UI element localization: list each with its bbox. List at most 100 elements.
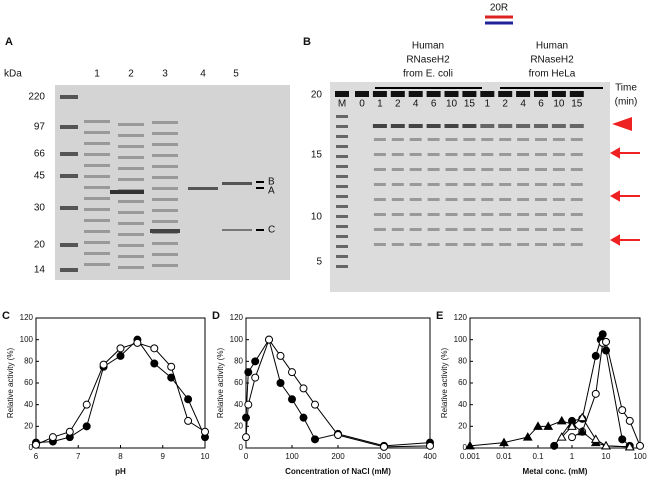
gel-band xyxy=(517,168,530,171)
point xyxy=(288,395,296,404)
gel-band xyxy=(552,153,565,156)
x-tick-label: 100 xyxy=(285,452,299,461)
marker-label: 30 xyxy=(34,203,46,214)
gel-band xyxy=(444,124,459,128)
gel-band xyxy=(118,233,144,236)
gel-band xyxy=(84,131,110,134)
gel-band xyxy=(84,252,110,255)
lane-label: 2 xyxy=(128,69,134,80)
gel-band xyxy=(409,138,422,141)
ladder-band xyxy=(60,206,78,210)
ladder-band xyxy=(60,152,78,156)
gel-band xyxy=(463,138,476,141)
y-tick-label: 120 xyxy=(454,313,468,322)
gel-band xyxy=(152,154,178,157)
y-tick-label: 100 xyxy=(454,335,468,344)
ladder-band xyxy=(336,245,348,248)
gel-band xyxy=(373,243,386,246)
gel-band xyxy=(570,198,583,201)
y-axis-label: Relative activity (%) xyxy=(216,348,225,419)
point xyxy=(65,427,74,436)
arrow xyxy=(612,117,632,131)
point xyxy=(99,360,108,369)
gel-band xyxy=(517,228,530,231)
gel-band xyxy=(335,91,349,97)
gel-band xyxy=(481,153,494,156)
point xyxy=(251,357,260,366)
gel-band xyxy=(570,243,583,246)
point xyxy=(591,389,600,398)
point xyxy=(602,337,610,346)
gel-band xyxy=(499,213,512,216)
x-tick-label: 9 xyxy=(161,452,166,461)
point xyxy=(311,400,319,409)
gel-band xyxy=(481,213,494,216)
point xyxy=(201,427,209,436)
x-axis-label: pH xyxy=(115,467,126,476)
gel-band xyxy=(481,243,494,246)
point xyxy=(288,368,296,377)
gel-band xyxy=(445,228,458,231)
gel-band xyxy=(391,243,404,246)
point xyxy=(251,373,260,382)
point xyxy=(276,379,285,387)
gel-band xyxy=(427,243,440,246)
gel-band xyxy=(391,198,404,201)
y-tick-label: 40 xyxy=(458,400,467,409)
y-tick-label: 80 xyxy=(234,356,243,365)
gel-band xyxy=(373,198,386,201)
ladder-band xyxy=(336,215,348,218)
x-tick-label: 0.1 xyxy=(532,452,544,461)
gel-band xyxy=(481,198,494,201)
gel-band xyxy=(552,138,565,141)
gel-band xyxy=(409,243,422,246)
panel-label: B xyxy=(303,36,311,48)
gel-band xyxy=(222,229,252,231)
gel-band xyxy=(535,213,547,216)
band-label: A xyxy=(268,186,275,197)
ladder-band xyxy=(336,115,348,118)
gel-band xyxy=(84,241,110,244)
x-tick-label: 10 xyxy=(602,452,611,461)
gel-band xyxy=(535,243,547,246)
y-tick-label: 0 xyxy=(239,443,244,452)
gel-band xyxy=(84,230,110,233)
gel-band xyxy=(570,213,583,216)
gel-band xyxy=(445,243,458,246)
gel-band xyxy=(570,153,583,156)
gel-band xyxy=(427,198,440,201)
gel-band xyxy=(517,153,530,156)
unit-label: kDa xyxy=(4,69,22,80)
gel-band xyxy=(445,168,458,171)
gel-band xyxy=(152,220,178,223)
gel-band xyxy=(390,91,405,97)
gel-band xyxy=(118,167,144,170)
gel-band xyxy=(569,91,584,97)
gel-band xyxy=(409,213,422,216)
gel-band xyxy=(534,91,548,97)
lane-label: 5 xyxy=(233,69,239,80)
gel-band xyxy=(535,198,547,201)
gel-band xyxy=(152,121,178,124)
panel-label: C xyxy=(2,310,10,322)
marker-label: 20 xyxy=(34,240,46,251)
gel-band xyxy=(152,176,178,179)
point xyxy=(591,351,600,360)
gel-band xyxy=(118,178,144,181)
group-label: from HeLa xyxy=(529,69,576,80)
gel-band xyxy=(445,213,458,216)
ladder-band xyxy=(336,265,348,268)
marker-label: 45 xyxy=(34,171,46,182)
gel-band xyxy=(570,138,583,141)
gel-band xyxy=(427,153,440,156)
y-tick-label: 20 xyxy=(458,421,467,430)
gel-band xyxy=(391,228,404,231)
gel-band xyxy=(480,124,495,128)
gel-band xyxy=(463,228,476,231)
ladder-band xyxy=(336,205,348,208)
lane-label: 15 xyxy=(464,99,476,110)
gel-band xyxy=(552,168,565,171)
point xyxy=(116,344,125,353)
gel-band xyxy=(84,197,110,200)
gel-band xyxy=(152,132,178,135)
